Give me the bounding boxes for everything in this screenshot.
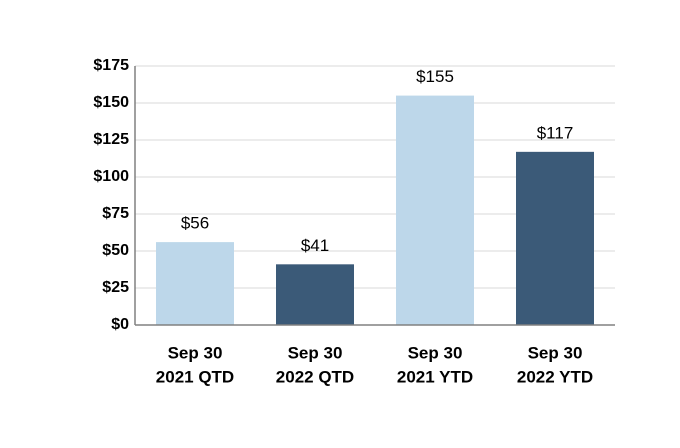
value-label: $117 [537,123,574,142]
x-tick-label: 2022 QTD [276,367,354,386]
value-label: $155 [416,67,454,86]
y-tick-label: $25 [102,279,129,296]
x-tick-label: 2021 QTD [156,367,234,386]
y-tick-label: $75 [102,205,129,222]
y-tick-label: $125 [93,131,129,148]
y-tick-label: $150 [93,94,129,111]
x-tick-label: Sep 30 [288,343,343,362]
y-tick-label: $50 [102,242,129,259]
y-tick-label: $175 [93,57,129,74]
bar [156,242,234,325]
value-label: $41 [301,236,329,255]
x-tick-label: Sep 30 [168,343,223,362]
y-tick-label: $0 [111,316,129,333]
bar [516,151,594,325]
x-tick-label: 2022 YTD [517,367,593,386]
x-tick-label: Sep 30 [528,343,583,362]
y-tick-label: $100 [93,168,129,185]
bar [276,264,354,325]
value-label: $56 [181,214,209,233]
x-tick-label: 2021 YTD [397,367,473,386]
x-tick-label: Sep 30 [408,343,463,362]
bar [396,95,474,325]
